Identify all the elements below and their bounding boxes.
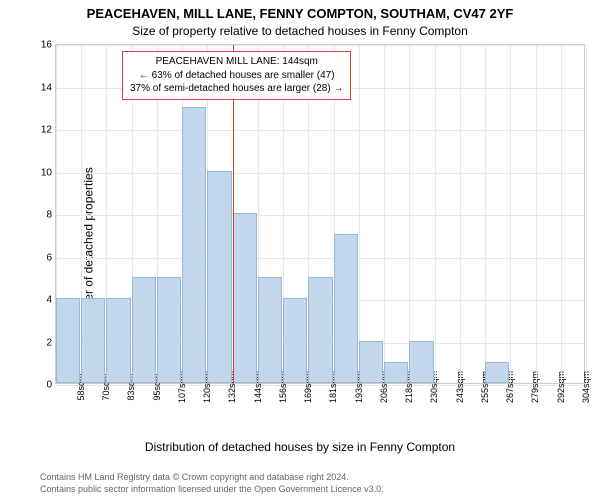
- x-axis-label: Distribution of detached houses by size …: [0, 440, 600, 454]
- histogram-bar: [56, 298, 80, 383]
- grid-line-h: [56, 173, 584, 174]
- histogram-bar: [409, 341, 433, 384]
- histogram-bar: [182, 107, 206, 383]
- ytick-label: 16: [41, 40, 52, 51]
- grid-line-h: [56, 130, 584, 131]
- grid-line-v: [460, 45, 461, 383]
- grid-line-h: [56, 258, 584, 259]
- histogram-bar: [207, 171, 231, 384]
- ytick-label: 12: [41, 125, 52, 136]
- grid-line-v: [536, 45, 537, 383]
- histogram-bar: [132, 277, 156, 383]
- grid-line-v: [561, 45, 562, 383]
- histogram-bar: [81, 298, 105, 383]
- footer-line2: Contains public sector information licen…: [40, 484, 384, 494]
- annotation-line2: ← 63% of detached houses are smaller (47…: [130, 69, 343, 83]
- ytick-label: 0: [46, 380, 52, 391]
- ytick-label: 6: [46, 252, 52, 263]
- grid-line-v: [435, 45, 436, 383]
- plot-area: PEACEHAVEN MILL LANE: 144sqm ← 63% of de…: [55, 44, 585, 384]
- grid-line-v: [359, 45, 360, 383]
- chart-container: PEACEHAVEN, MILL LANE, FENNY COMPTON, SO…: [0, 0, 600, 500]
- chart-subtitle: Size of property relative to detached ho…: [0, 24, 600, 38]
- histogram-bar: [283, 298, 307, 383]
- grid-line-v: [510, 45, 511, 383]
- histogram-bar: [106, 298, 130, 383]
- grid-line-v: [586, 45, 587, 383]
- histogram-bar: [485, 362, 509, 383]
- ytick-label: 2: [46, 337, 52, 348]
- histogram-bar: [258, 277, 282, 383]
- ytick-label: 8: [46, 210, 52, 221]
- annotation-line3: 37% of semi-detached houses are larger (…: [130, 82, 343, 96]
- chart-title-address: PEACEHAVEN, MILL LANE, FENNY COMPTON, SO…: [0, 6, 600, 21]
- grid-line-v: [485, 45, 486, 383]
- annotation-box: PEACEHAVEN MILL LANE: 144sqm ← 63% of de…: [122, 51, 351, 100]
- histogram-bar: [334, 234, 358, 383]
- histogram-bar: [384, 362, 408, 383]
- ytick-label: 4: [46, 295, 52, 306]
- grid-line-v: [384, 45, 385, 383]
- histogram-bar: [157, 277, 181, 383]
- grid-line-v: [409, 45, 410, 383]
- grid-line-h: [56, 215, 584, 216]
- histogram-bar: [359, 341, 383, 384]
- histogram-bar: [233, 213, 257, 383]
- ytick-label: 14: [41, 82, 52, 93]
- ytick-label: 10: [41, 167, 52, 178]
- annotation-line1: PEACEHAVEN MILL LANE: 144sqm: [130, 55, 343, 69]
- histogram-bar: [308, 277, 332, 383]
- grid-line-h: [56, 45, 584, 46]
- footer-line1: Contains HM Land Registry data © Crown c…: [40, 472, 349, 482]
